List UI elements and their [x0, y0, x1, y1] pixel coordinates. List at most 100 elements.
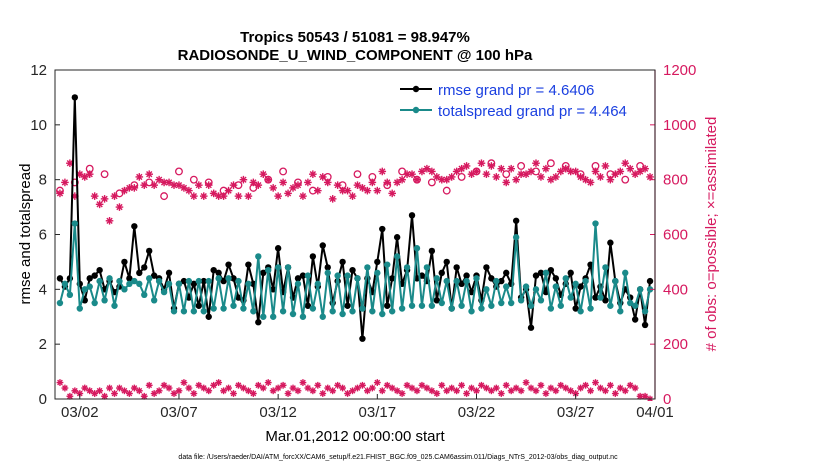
obs-assimilated-point [299, 192, 307, 200]
rmse-point [86, 275, 93, 282]
rmse-point [150, 272, 158, 279]
rmse-point [552, 275, 560, 282]
chart-subtitle: RADIOSONDE_U_WIND_COMPONENT @ 100 hPa [178, 47, 533, 64]
obs-low-count-point [259, 384, 267, 392]
obs-low-count-point [483, 384, 490, 392]
totalspread-point [289, 310, 297, 318]
obs-low-count-point [135, 387, 143, 395]
totalspread-point [641, 308, 649, 315]
obs-assimilated-point [621, 159, 630, 168]
obs-assimilated-point [497, 164, 506, 173]
obs-low-count-point [582, 381, 589, 389]
rmse-point [136, 269, 143, 277]
obs-assimilated-point [90, 192, 99, 200]
obs-low-count-point [249, 390, 257, 397]
totalspread-point [126, 280, 133, 288]
obs-low-count-point [616, 384, 624, 392]
obs-low-count-point [621, 387, 629, 395]
obs-assimilated-point [616, 167, 625, 176]
obs-low-count-point [567, 387, 575, 395]
rmse-point [592, 294, 599, 301]
totalspread-point [96, 277, 103, 285]
totalspread-point [398, 305, 406, 312]
obs-assimilated-point [428, 167, 436, 176]
obs-low-count-point [61, 384, 69, 392]
obs-assimilated-point [224, 186, 233, 195]
totalspread-point [235, 277, 242, 285]
obs-assimilated-point [209, 189, 218, 198]
totalspread-point [304, 272, 312, 279]
legend-rmse-label: rmse grand pr = 4.6406 [438, 82, 594, 99]
totalspread-point [364, 264, 371, 271]
rmse-point [567, 269, 574, 277]
obs-assimilated-point [56, 189, 64, 198]
obs-assimilated-point [462, 162, 471, 170]
totalspread-point [413, 245, 421, 252]
obs-low-count-point [512, 384, 520, 392]
obs-assimilated-point [264, 175, 273, 184]
totalspread-point [314, 280, 322, 288]
rmse-point [274, 245, 282, 252]
totalspread-point [498, 299, 505, 307]
obs-low-count-point [274, 384, 282, 392]
totalspread-point [180, 308, 188, 315]
plot-area [55, 70, 655, 399]
obs-low-count-point [507, 387, 515, 395]
obs-assimilated-point [472, 167, 481, 176]
totalspread-point [279, 308, 287, 315]
x-tick-label: 03/02 [61, 404, 99, 421]
obs-low-count-point [210, 381, 218, 389]
obs-possible-point [502, 170, 511, 179]
rmse-point [512, 217, 520, 224]
obs-assimilated-point [204, 181, 213, 189]
totalspread-point [557, 302, 564, 309]
obs-low-count-point [289, 384, 297, 392]
rmse-point [607, 239, 614, 246]
obs-possible-point [353, 170, 362, 179]
rmse-point [388, 275, 396, 282]
totalspread-point [369, 308, 376, 315]
obs-assimilated-point [145, 170, 154, 178]
obs-low-count-point [86, 387, 94, 395]
obs-possible-point [160, 192, 169, 201]
rmse-point [631, 316, 639, 323]
obs-low-count-point [463, 390, 470, 397]
obs-low-count-point [428, 387, 436, 395]
obs-low-count-point [309, 387, 317, 395]
totalspread-point [418, 302, 426, 309]
totalspread-point [294, 280, 302, 288]
totalspread-point [344, 272, 351, 279]
obs-low-count-point [170, 390, 178, 397]
obs-low-count-point [329, 387, 337, 395]
rmse-point [602, 297, 609, 304]
obs-assimilated-point [239, 175, 248, 184]
obs-assimilated-point [274, 192, 282, 200]
totalspread-point [299, 313, 307, 320]
rmse-point [210, 266, 217, 274]
totalspread-point [403, 264, 411, 271]
obs-low-count-point [398, 390, 406, 397]
y-tick-label: 6 [39, 227, 47, 244]
legend-box [390, 78, 644, 122]
rmse-point [294, 275, 302, 282]
obs-assimilated-point [309, 170, 317, 178]
obs-low-count-point [631, 384, 639, 392]
data-file-note: data file: /Users/raeder/DAI/ATM_forcXX/… [178, 454, 618, 461]
axes-layer: 0 2 4 6 8 10 12 0 200 400 600 800 1000 1200 03/02 03/07… [30, 62, 696, 421]
totalspread-point [562, 275, 569, 282]
obs-assimilated-point [115, 203, 124, 211]
obs-assimilated-point [348, 192, 357, 200]
totalspread-point [91, 299, 98, 307]
obs-assimilated-point [512, 175, 520, 184]
y2-tick-label: 800 [663, 172, 688, 189]
obs-low-count-point [180, 379, 188, 386]
totalspread-point [478, 305, 485, 312]
rmse-point [344, 302, 351, 309]
obs-low-count-point [130, 384, 138, 392]
obs-assimilated-point [373, 186, 382, 195]
obs-possible-point [517, 162, 526, 170]
obs-low-count-point [121, 387, 128, 395]
obs-low-count-point [606, 381, 614, 389]
totalspread-point [532, 286, 540, 293]
totalspread-point [141, 291, 148, 299]
